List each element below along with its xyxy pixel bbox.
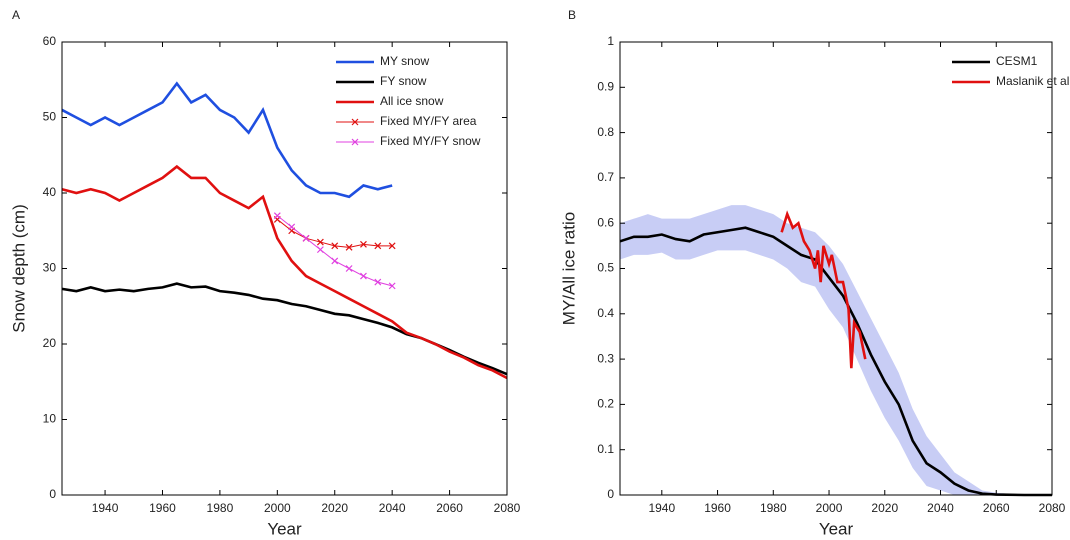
y-axis-label: MY/All ice ratio bbox=[559, 212, 578, 325]
x-tick-label: 2020 bbox=[321, 501, 348, 515]
x-tick-label: 2060 bbox=[983, 501, 1010, 515]
marker bbox=[302, 234, 310, 242]
x-tick-label: 2060 bbox=[436, 501, 463, 515]
series-line bbox=[780, 210, 867, 369]
y-tick-label: 40 bbox=[43, 185, 57, 199]
series-line bbox=[277, 215, 393, 287]
marker bbox=[316, 246, 324, 254]
marker bbox=[273, 212, 281, 220]
legend-label: Maslanik et al bbox=[996, 74, 1069, 88]
y-tick-label: 10 bbox=[43, 412, 57, 426]
legend-marker bbox=[351, 118, 359, 126]
x-tick-label: 2040 bbox=[379, 501, 406, 515]
legend-label: CESM1 bbox=[996, 54, 1038, 68]
marker bbox=[388, 282, 396, 290]
series-line bbox=[61, 164, 508, 380]
x-tick-label: 1980 bbox=[207, 501, 234, 515]
x-tick-label: 2000 bbox=[264, 501, 291, 515]
spread-band bbox=[620, 205, 1052, 495]
y-tick-label: 60 bbox=[43, 34, 57, 48]
x-tick-label: 2000 bbox=[816, 501, 843, 515]
y-axis-label: Snow depth (cm) bbox=[9, 204, 28, 333]
legend-label: All ice snow bbox=[380, 94, 444, 108]
x-tick-label: 2040 bbox=[927, 501, 954, 515]
y-tick-label: 1 bbox=[607, 34, 614, 48]
y-tick-label: 0.7 bbox=[597, 170, 614, 184]
x-axis-label: Year bbox=[267, 519, 302, 538]
panel-label: A bbox=[12, 8, 20, 22]
marker bbox=[360, 240, 367, 248]
y-tick-label: 20 bbox=[43, 336, 57, 350]
y-tick-label: 0.3 bbox=[597, 351, 614, 365]
series-line bbox=[61, 81, 393, 199]
y-tick-label: 0.8 bbox=[597, 125, 614, 139]
y-tick-label: 0 bbox=[49, 487, 56, 501]
series-line bbox=[61, 282, 508, 376]
marker bbox=[345, 265, 353, 272]
marker bbox=[374, 242, 382, 250]
y-tick-label: 0.6 bbox=[597, 215, 614, 229]
legend-label: Fixed MY/FY snow bbox=[380, 134, 481, 148]
y-tick-label: 30 bbox=[43, 261, 57, 275]
y-tick-label: 50 bbox=[43, 110, 57, 124]
y-tick-label: 0.1 bbox=[597, 442, 614, 456]
x-tick-label: 2080 bbox=[1039, 501, 1066, 515]
marker bbox=[360, 272, 367, 280]
y-tick-label: 0.9 bbox=[597, 79, 614, 93]
y-tick-label: 0.2 bbox=[597, 397, 614, 411]
legend-label: FY snow bbox=[380, 74, 427, 88]
y-tick-label: 0.4 bbox=[597, 306, 614, 320]
marker bbox=[316, 238, 324, 246]
x-axis-label: Year bbox=[819, 519, 854, 538]
panel-label: B bbox=[568, 8, 576, 22]
legend-label: Fixed MY/FY area bbox=[380, 114, 477, 128]
marker bbox=[345, 243, 353, 251]
marker bbox=[331, 257, 339, 265]
marker bbox=[331, 242, 339, 250]
y-tick-label: 0 bbox=[607, 487, 614, 501]
marker bbox=[374, 278, 382, 286]
x-tick-label: 1940 bbox=[648, 501, 675, 515]
marker bbox=[388, 242, 396, 250]
axes-frame bbox=[61, 41, 508, 496]
legend-label: MY snow bbox=[380, 54, 429, 68]
x-tick-label: 1940 bbox=[92, 501, 119, 515]
x-tick-label: 1960 bbox=[704, 501, 731, 515]
legend-marker bbox=[351, 138, 359, 146]
x-tick-label: 2080 bbox=[494, 501, 521, 515]
marker bbox=[288, 223, 296, 231]
x-tick-label: 1960 bbox=[149, 501, 176, 515]
x-tick-label: 1980 bbox=[760, 501, 787, 515]
y-tick-label: 0.5 bbox=[597, 261, 614, 275]
x-tick-label: 2020 bbox=[871, 501, 898, 515]
